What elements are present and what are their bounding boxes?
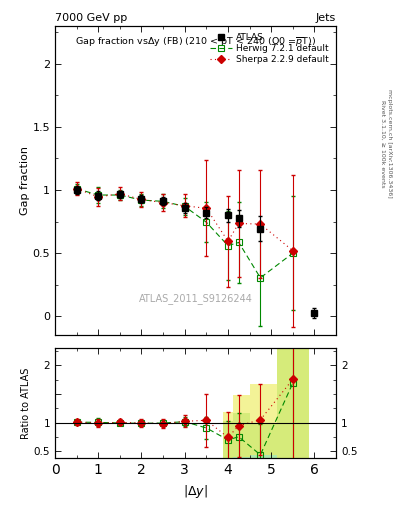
- Text: Jets: Jets: [316, 13, 336, 23]
- Legend: ATLAS, Herwig 7.2.1 default, Sherpa 2.2.9 default: ATLAS, Herwig 7.2.1 default, Sherpa 2.2.…: [207, 30, 332, 67]
- Text: 7000 GeV pp: 7000 GeV pp: [55, 13, 127, 23]
- Text: Rivet 3.1.10, ≥ 100k events: Rivet 3.1.10, ≥ 100k events: [381, 99, 386, 187]
- Text: Gap fraction vs$\Delta$y (FB) (210 < pT < 240 (Q0 =$\overline{p}$T)): Gap fraction vs$\Delta$y (FB) (210 < pT …: [75, 35, 316, 49]
- Y-axis label: Ratio to ATLAS: Ratio to ATLAS: [21, 368, 31, 439]
- Text: mcplots.cern.ch [arXiv:1306.3436]: mcplots.cern.ch [arXiv:1306.3436]: [387, 89, 391, 198]
- Text: ATLAS_2011_S9126244: ATLAS_2011_S9126244: [139, 293, 252, 304]
- Y-axis label: Gap fraction: Gap fraction: [20, 146, 30, 215]
- X-axis label: $|\Delta y|$: $|\Delta y|$: [183, 483, 208, 500]
